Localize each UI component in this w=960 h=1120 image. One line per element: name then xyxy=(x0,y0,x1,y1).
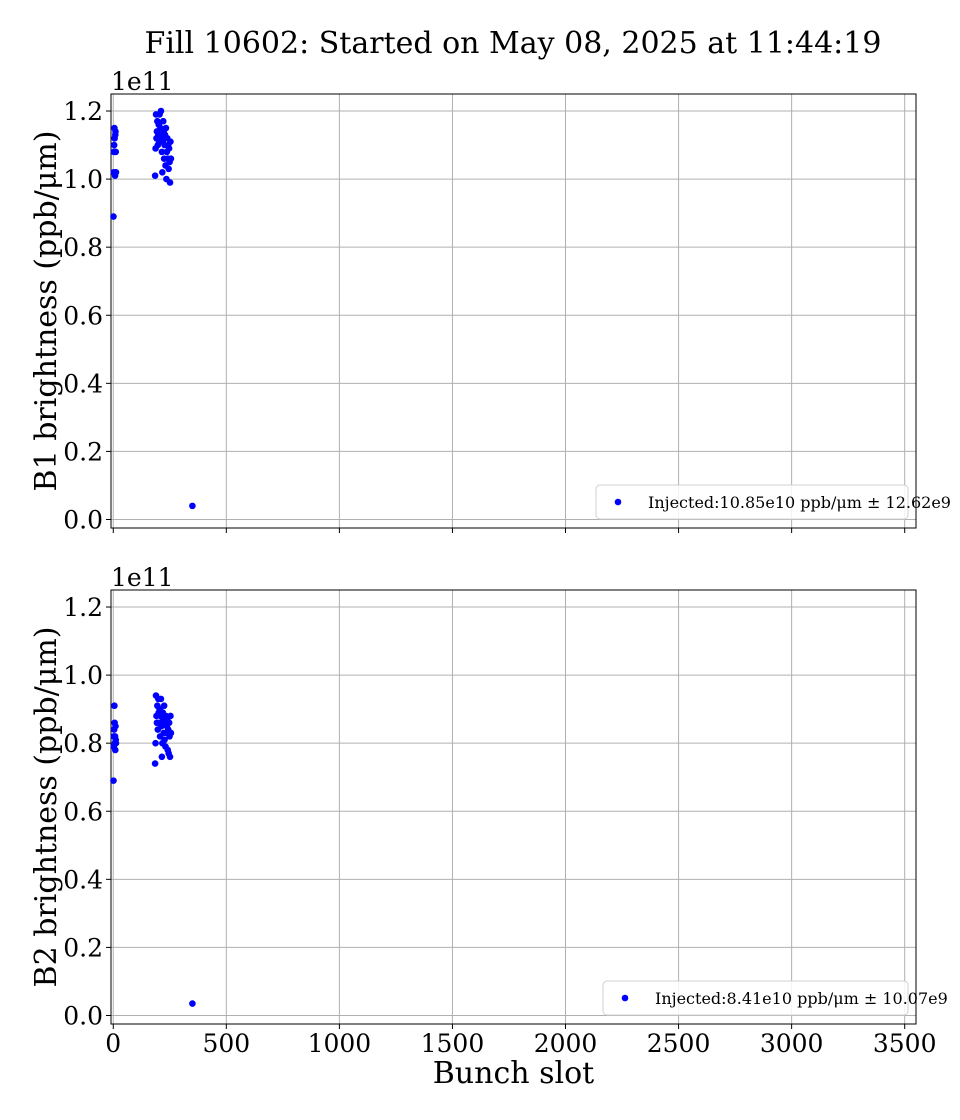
y-tick-label: 0.8 xyxy=(63,233,103,262)
y-axis-label: B2 brightness (ppb/μm) xyxy=(29,627,64,988)
y-tick-label: 1.2 xyxy=(63,97,103,126)
x-tick-label: 2000 xyxy=(534,1029,598,1058)
data-point xyxy=(112,148,120,156)
y-tick-label: 0.0 xyxy=(63,1001,103,1030)
y-tick-label: 0.4 xyxy=(63,865,103,894)
data-point xyxy=(112,722,119,730)
legend-box xyxy=(595,484,909,520)
y-offset-text: 1e11 xyxy=(111,563,174,592)
x-tick-label: 2500 xyxy=(647,1029,711,1058)
x-axis-label: Bunch slot xyxy=(433,1056,594,1091)
data-point xyxy=(158,753,166,761)
y-tick-label: 0.4 xyxy=(63,369,103,398)
y-tick-label: 1.0 xyxy=(63,661,103,690)
data-point xyxy=(159,117,167,125)
data-point xyxy=(161,736,168,744)
y-tick-label: 0.6 xyxy=(63,301,103,330)
data-point xyxy=(167,155,175,162)
data-point xyxy=(160,702,168,710)
data-point xyxy=(111,746,119,754)
y-tick-label: 0.2 xyxy=(63,437,103,466)
data-point xyxy=(165,165,172,173)
x-tick-label: 1000 xyxy=(308,1029,372,1058)
axes-frame xyxy=(110,93,917,529)
figure-title: Fill 10602: Started on May 08, 2025 at 1… xyxy=(145,26,882,61)
data-point xyxy=(162,124,170,132)
y-axis-label: B1 brightness (ppb/μm) xyxy=(29,131,64,492)
legend-marker xyxy=(614,498,622,506)
data-point xyxy=(157,695,165,703)
data-point xyxy=(112,128,119,135)
data-point xyxy=(110,777,117,784)
data-point xyxy=(111,702,118,710)
y-tick-label: 0.6 xyxy=(63,797,103,826)
data-point xyxy=(166,179,174,186)
data-point xyxy=(158,148,166,156)
data-point xyxy=(165,719,173,727)
data-point xyxy=(110,213,117,220)
x-tick-label: 0 xyxy=(105,1029,121,1058)
data-point xyxy=(167,138,174,145)
y-tick-label: 1.2 xyxy=(63,593,103,622)
data-point xyxy=(189,1000,196,1007)
data-point xyxy=(152,739,159,747)
legend: Injected:10.85e10 ppb/μm ± 12.62e9 xyxy=(595,484,951,520)
legend-label: Injected:8.41e10 ppb/μm ± 10.07e9 xyxy=(655,989,948,1008)
y-tick-label: 1.0 xyxy=(63,165,103,194)
data-point xyxy=(151,760,159,767)
data-point xyxy=(167,712,174,720)
data-point xyxy=(151,172,159,179)
b1-brightness-panel: 0.0 0.2 0.4 0.6 0.8 1.0 1.2 1e11 B1 brightness (… xyxy=(29,67,951,534)
x-tick-label: 500 xyxy=(202,1029,250,1058)
data-point xyxy=(159,168,166,176)
data-point xyxy=(157,107,165,115)
y-tick-label: 0.2 xyxy=(63,933,103,962)
y-offset-text: 1e11 xyxy=(111,67,174,96)
legend-label: Injected:10.85e10 ppb/μm ± 12.62e9 xyxy=(648,493,951,512)
axes-frame xyxy=(110,589,917,1025)
legend-marker xyxy=(621,994,629,1002)
b2-brightness-panel: 0 500 1000 1500 2000 2500 3000 3500 0.0 0.2 0.4 0.6… xyxy=(29,563,948,1091)
data-point xyxy=(167,729,175,737)
legend-box xyxy=(602,980,909,1016)
x-tick-label: 1500 xyxy=(421,1029,485,1058)
legend: Injected:8.41e10 ppb/μm ± 10.07e9 xyxy=(602,980,948,1016)
data-point xyxy=(165,145,173,152)
y-tick-label: 0.8 xyxy=(63,729,103,758)
y-tick-label: 0.0 xyxy=(63,505,103,534)
data-point xyxy=(110,141,118,149)
data-point xyxy=(112,168,120,176)
data-point xyxy=(189,502,196,510)
data-point xyxy=(166,753,174,761)
x-tick-label: 3000 xyxy=(760,1029,824,1058)
x-tick-label: 3500 xyxy=(873,1029,937,1058)
data-point xyxy=(112,739,120,747)
